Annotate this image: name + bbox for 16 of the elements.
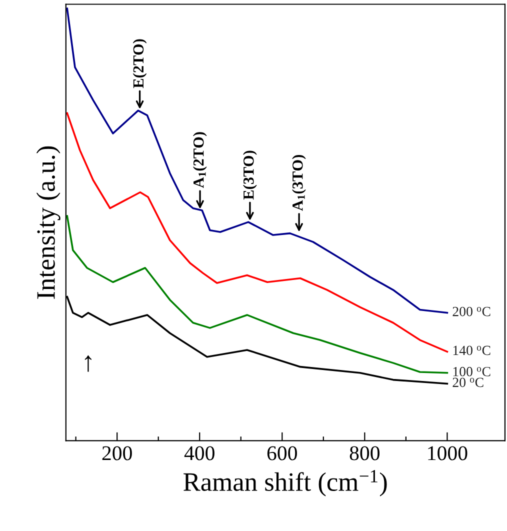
annotation: ↑ — [84, 355, 92, 372]
x-tick-label: 200 — [102, 446, 132, 460]
x-tick-label: 800 — [350, 446, 380, 460]
annotation: E(2TO) — [132, 39, 147, 88]
series-label: 20 $^{o}$C — [452, 378, 484, 388]
x-tick-label: 400 — [184, 446, 214, 460]
annotation: E(3TO) — [243, 150, 257, 200]
y-axis-title: Intensity (a.u.) — [36, 146, 60, 299]
annotation: A$_{1}$(3TO) — [292, 155, 306, 211]
x-axis-title: Raman shift (cm$^{−1}$) — [184, 470, 387, 496]
annotation: A$_{1}$(2TO) — [192, 132, 207, 188]
series-label: 140 $^{o}$C — [453, 346, 490, 356]
series-label: 200 $^{o}$C — [452, 306, 490, 316]
series-label: 100 $^{o}$C — [453, 366, 490, 376]
x-tick-label: 600 — [267, 446, 297, 460]
x-tick-label: 1000 — [428, 446, 468, 460]
